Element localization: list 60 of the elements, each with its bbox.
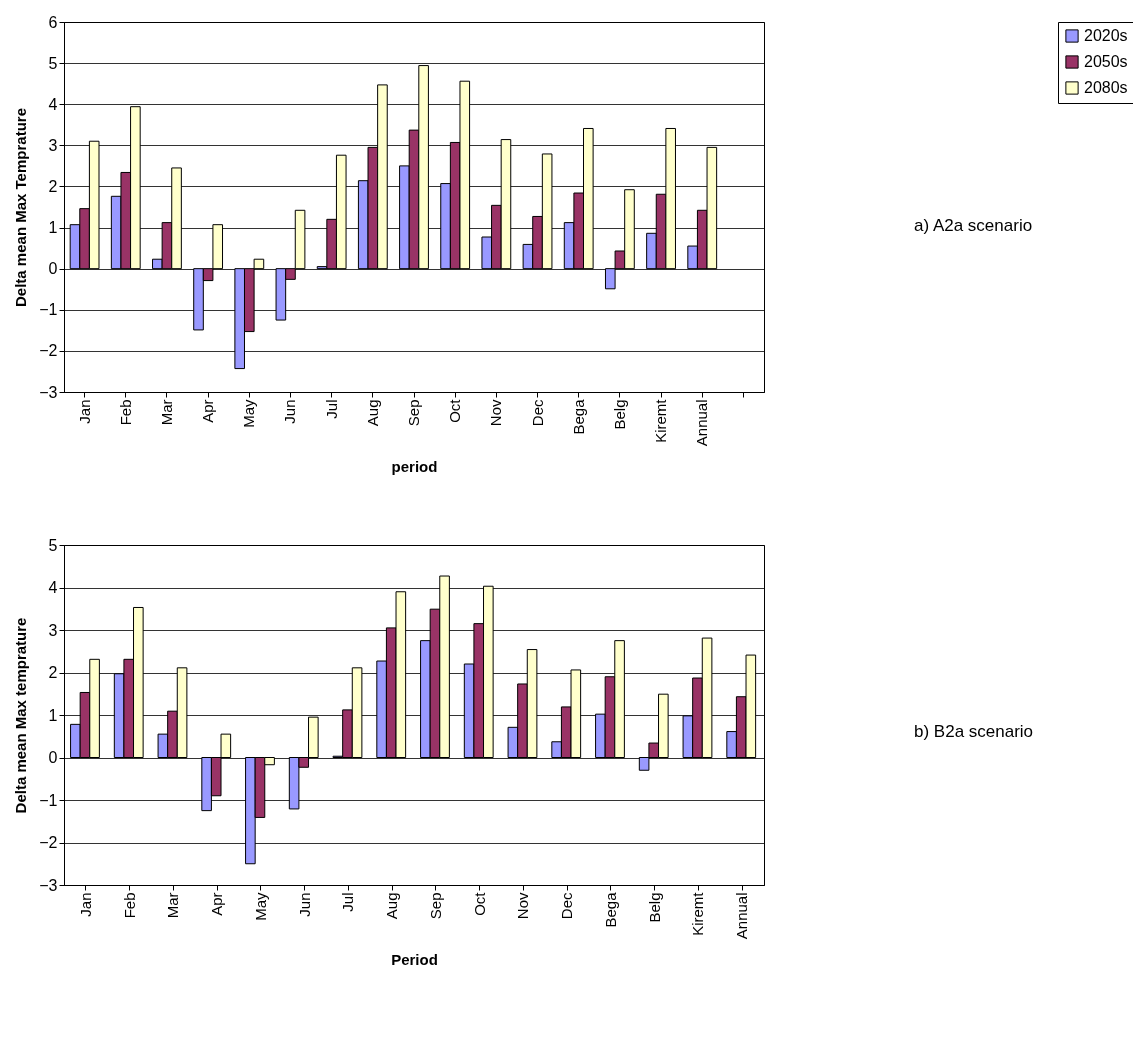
y-tick-label: 2 <box>48 177 58 195</box>
x-tick-label: Nov <box>514 892 532 920</box>
y-tick-label: 5 <box>48 536 58 554</box>
x-tick-label: Aug <box>363 399 381 427</box>
x-tick-label: Sep <box>426 892 444 920</box>
x-tick-label: Oct <box>470 891 488 916</box>
x-tick-label: Oct <box>446 398 464 423</box>
x-tick-label: Aug <box>383 892 401 920</box>
y-tick-label: 1 <box>48 219 58 237</box>
y-tick-label: 0 <box>48 749 58 766</box>
x-tick-label: Belg <box>645 892 663 923</box>
x-tick-label: Jan <box>76 892 94 917</box>
x-tick-label: Annual <box>693 399 711 447</box>
x-tick-label: Nov <box>487 399 505 427</box>
x-tick-label: Jul <box>339 892 357 912</box>
y-tick-label: 3 <box>48 621 58 639</box>
x-axis-title: period <box>391 458 438 476</box>
y-tick-label: −3 <box>39 876 58 894</box>
x-tick-label: Belg <box>610 399 628 430</box>
y-tick-label: 4 <box>48 95 58 113</box>
text: b) B2a scenario <box>914 722 1034 741</box>
x-tick-label: Feb <box>116 399 134 426</box>
x-tick-label: Apr <box>199 399 217 423</box>
x-tick-label: May <box>251 892 269 921</box>
x-tick-label: Feb <box>120 892 138 919</box>
y-tick-label: −2 <box>39 834 58 851</box>
legend-label: 2020s <box>1084 27 1128 44</box>
y-axis-title: Delta mean Max temprature <box>12 617 30 814</box>
x-axis-title: Period <box>391 951 438 969</box>
x-tick-label: Jul <box>322 399 340 419</box>
x-tick-label: Kiremt <box>689 891 707 936</box>
x-tick-label: Apr <box>208 892 226 916</box>
y-tick-label: 5 <box>48 54 58 72</box>
y-tick-label: −3 <box>39 383 58 401</box>
y-axis-title: Delta mean Max Temprature <box>12 108 30 307</box>
x-tick-label: Jan <box>75 399 93 424</box>
x-tick-label: Annual <box>733 892 751 940</box>
y-tick-label: −1 <box>39 301 58 319</box>
x-tick-label: Dec <box>558 892 576 920</box>
x-tick-label: Bega <box>569 398 587 435</box>
text: a) A2a scenario <box>914 215 1033 235</box>
y-tick-label: −2 <box>39 342 58 360</box>
y-tick-label: 6 <box>48 13 58 31</box>
x-tick-label: Sep <box>405 399 422 427</box>
x-tick-label: Jun <box>281 399 299 424</box>
x-tick-label: Mar <box>164 892 182 919</box>
y-tick-label: 0 <box>48 260 58 278</box>
legend-label: 2080s <box>1084 79 1128 96</box>
y-tick-label: −1 <box>39 791 58 809</box>
legend-label: 2050s <box>1084 53 1128 70</box>
x-tick-label: May <box>240 399 258 428</box>
y-tick-label: 4 <box>48 579 58 596</box>
x-tick-label: Dec <box>528 399 546 427</box>
x-tick-label: Kiremt <box>652 398 670 443</box>
x-tick-label: Jun <box>295 892 313 917</box>
y-tick-label: 1 <box>48 706 58 724</box>
x-tick-label: Bega <box>601 891 619 928</box>
y-tick-label: 3 <box>48 136 58 154</box>
x-tick-label: Mar <box>157 399 175 426</box>
y-tick-label: 2 <box>48 664 58 681</box>
